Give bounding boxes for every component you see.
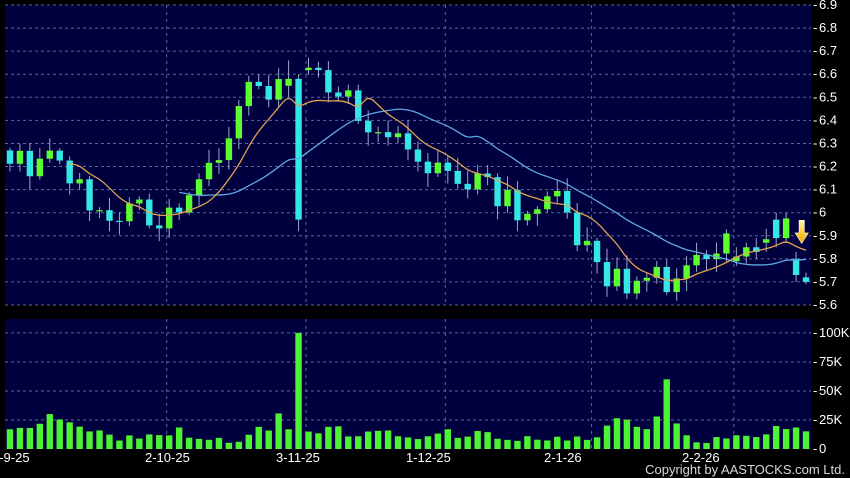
svg-text:-: - [813, 182, 817, 197]
svg-text:0: 0 [819, 441, 826, 456]
svg-text:-: - [813, 297, 817, 312]
svg-text:75K: 75K [819, 354, 842, 369]
svg-text:-: - [813, 89, 817, 104]
svg-text:2-1-26: 2-1-26 [544, 450, 582, 465]
svg-text:6.5: 6.5 [819, 89, 837, 104]
svg-text:6.7: 6.7 [819, 43, 837, 58]
svg-text:-: - [813, 412, 817, 427]
svg-text:-: - [813, 43, 817, 58]
svg-text:5.8: 5.8 [819, 251, 837, 266]
svg-text:50K: 50K [819, 383, 842, 398]
svg-text:-: - [813, 20, 817, 35]
svg-text:5.7: 5.7 [819, 274, 837, 289]
svg-text:6.3: 6.3 [819, 135, 837, 150]
svg-text:-: - [813, 66, 817, 81]
svg-text:6.8: 6.8 [819, 20, 837, 35]
svg-text:-: - [813, 441, 817, 456]
svg-text:-: - [813, 0, 817, 12]
svg-text:6.1: 6.1 [819, 182, 837, 197]
svg-text:5.6: 5.6 [819, 297, 837, 312]
svg-text:-: - [813, 274, 817, 289]
svg-text:-: - [813, 205, 817, 220]
svg-text:100K: 100K [819, 325, 850, 340]
svg-text:3-11-25: 3-11-25 [276, 450, 320, 465]
svg-text:-: - [813, 354, 817, 369]
svg-text:6.6: 6.6 [819, 66, 837, 81]
svg-text:-: - [813, 135, 817, 150]
svg-text:5.9: 5.9 [819, 228, 837, 243]
svg-text:1-9-25: 1-9-25 [0, 450, 30, 465]
svg-text:-: - [813, 159, 817, 174]
svg-text:2-10-25: 2-10-25 [145, 450, 190, 465]
svg-text:-: - [813, 228, 817, 243]
svg-text:-: - [813, 251, 817, 266]
svg-text:6: 6 [819, 205, 826, 220]
svg-text:25K: 25K [819, 412, 842, 427]
svg-text:-: - [813, 112, 817, 127]
svg-text:6.9: 6.9 [819, 0, 837, 12]
svg-text:6.4: 6.4 [819, 112, 837, 127]
svg-text:-: - [813, 325, 817, 340]
svg-text:6.2: 6.2 [819, 159, 837, 174]
svg-text:1-12-25: 1-12-25 [406, 450, 451, 465]
svg-text:-: - [813, 383, 817, 398]
svg-text:Copyright by AASTOCKS.com Ltd.: Copyright by AASTOCKS.com Ltd. [645, 462, 845, 477]
